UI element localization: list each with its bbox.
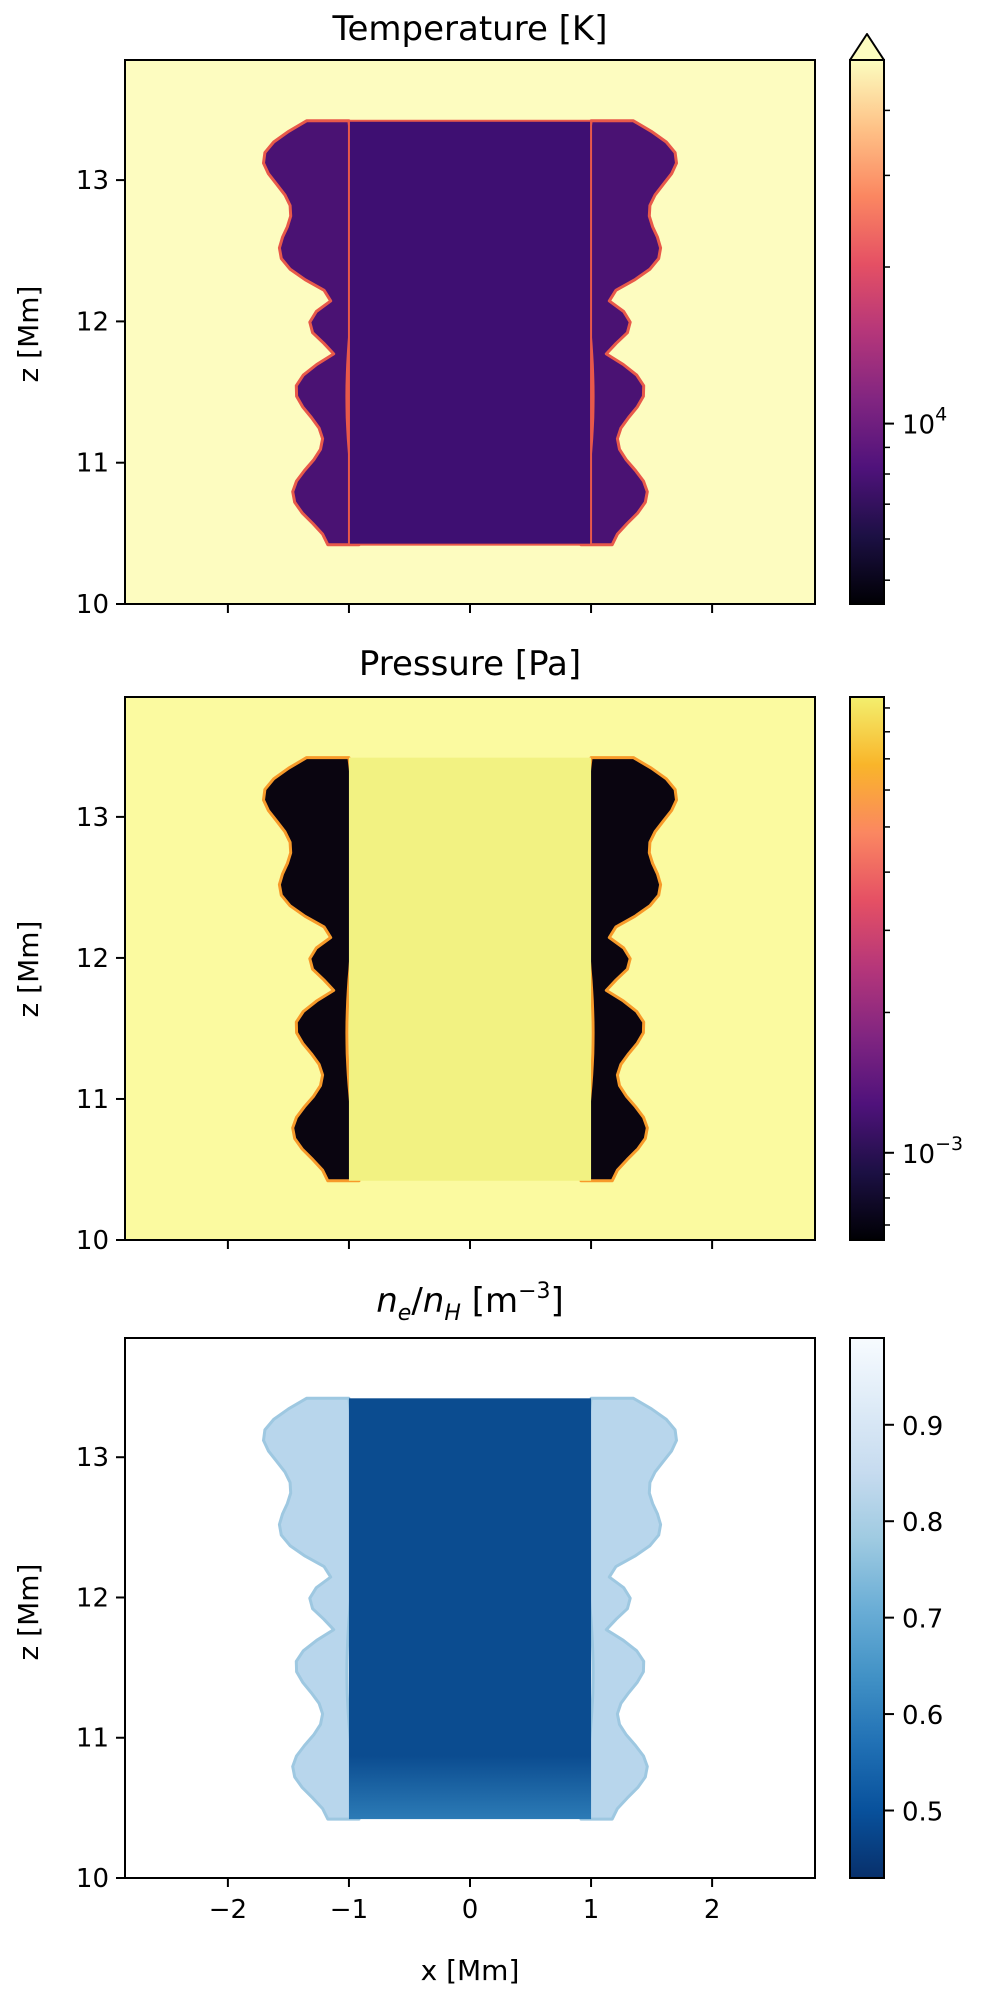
ionization-ytick-label: 11 [76,1724,109,1754]
pressure-title: Pressure [Pa] [359,644,581,684]
ionization-ytick-label: 10 [76,1864,109,1894]
ionization-title-e-sub: e [398,1301,412,1326]
ionization-colorbar-fill [850,1338,884,1878]
pressure-ytick-label: 13 [76,803,109,833]
pressure-panel: Pressure [Pa] z [Mm] 10 11 12 13 10−3 [12,644,963,1256]
pressure-ytick-label: 10 [76,1226,109,1256]
ionization-title-h-sub: H [444,1301,461,1326]
ionization-colorbar-tick-label: 0.5 [902,1798,943,1828]
ionization-ytick-label: 12 [76,1583,109,1613]
x-axis-label: x [Mm] [421,1954,520,1987]
pressure-colorbar-tick-label: 10−3 [902,1133,963,1170]
pressure-colorbar: 10−3 [849,696,963,1241]
ionization-xtick-label: 0 [462,1895,479,1925]
ionization-xtick-label: −2 [209,1895,247,1925]
temperature-ytick-label: 12 [76,307,109,337]
temperature-title: Temperature [K] [331,9,607,49]
ionization-field [125,1338,815,1878]
ionization-title: ne/nH [m−3] [376,1279,564,1326]
temperature-colorbar-fill [850,60,884,604]
temperature-ytick-label: 11 [76,449,109,479]
ionization-colorbar-frame [849,1337,885,1879]
ionization-title-unit-open: [m [461,1281,518,1321]
ionization-colorbar-tick-label: 0.9 [902,1412,943,1442]
ionization-colorbar-tick-label: 0.8 [902,1508,943,1538]
ionization-title-unit-exp: −3 [518,1279,550,1304]
pressure-core [348,757,592,1181]
ionization-ylabel: z [Mm] [12,1564,45,1661]
pressure-ytick-label: 11 [76,1085,109,1115]
ionization-ytick-label: 13 [76,1443,109,1473]
temperature-core-edge [347,119,593,546]
ionization-title-slash: / [411,1281,423,1321]
pressure-ylabel: z [Mm] [12,921,45,1018]
ionization-colorbar: 0.5 0.6 0.7 0.8 0.9 [849,1337,943,1879]
temperature-ylabel: z [Mm] [12,286,45,383]
pressure-colorbar-fill [850,697,884,1240]
temperature-ytick-label: 10 [76,590,109,620]
ionization-colorbar-tick-label: 0.7 [902,1605,943,1635]
temperature-colorbar-extend-arrow [849,33,885,61]
temperature-panel: Temperature [K] z [Mm] 10 11 12 13 104 [12,9,947,620]
ionization-title-unit-close: ] [551,1281,564,1321]
pressure-plot-area: 10 11 12 13 [76,696,816,1256]
ionization-title-n-h: n [423,1281,445,1321]
ionization-core [348,1398,592,1820]
ionization-xtick-label: 1 [583,1895,600,1925]
pressure-field [125,697,815,1240]
ionization-xtick-label: −1 [330,1895,368,1925]
pressure-colorbar-frame [849,696,885,1241]
ionization-colorbar-tick-label: 0.6 [902,1701,943,1731]
temperature-plot-area: 10 11 12 13 [76,59,816,620]
temperature-colorbar-tick-label: 104 [902,404,947,441]
temperature-ytick-label: 13 [76,166,109,196]
temperature-colorbar: 104 [849,33,947,605]
temperature-field [125,60,815,604]
ionization-title-n-e: n [376,1281,398,1321]
pressure-ytick-label: 12 [76,944,109,974]
ionization-xtick-label: 2 [704,1895,721,1925]
temperature-core [348,120,592,545]
